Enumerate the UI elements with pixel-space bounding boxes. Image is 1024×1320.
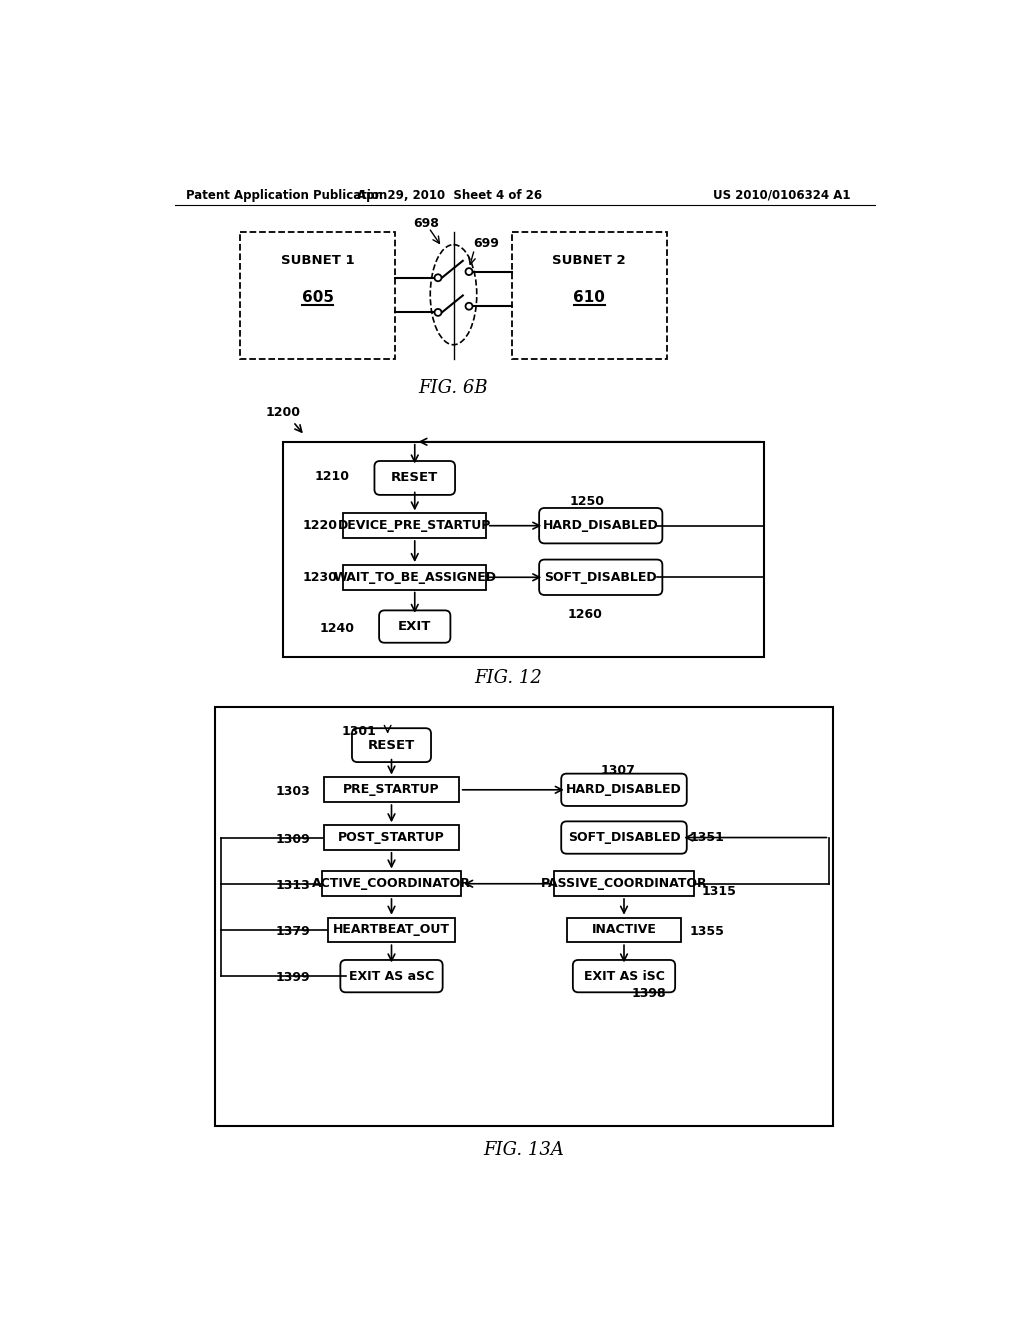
Text: FIG. 6B: FIG. 6B <box>419 379 488 397</box>
FancyBboxPatch shape <box>352 729 431 762</box>
Text: 610: 610 <box>573 289 605 305</box>
Text: DEVICE_PRE_STARTUP: DEVICE_PRE_STARTUP <box>338 519 492 532</box>
Text: 1313: 1313 <box>275 879 310 892</box>
Bar <box>566 917 681 942</box>
Ellipse shape <box>430 244 477 345</box>
Text: 1379: 1379 <box>275 925 310 939</box>
Text: US 2010/0106324 A1: US 2010/0106324 A1 <box>713 189 851 202</box>
FancyBboxPatch shape <box>540 508 663 544</box>
Circle shape <box>466 302 472 310</box>
Text: FIG. 13A: FIG. 13A <box>483 1142 564 1159</box>
Text: 1250: 1250 <box>569 495 605 508</box>
Text: 1220: 1220 <box>302 519 337 532</box>
Bar <box>322 871 461 896</box>
Text: 1210: 1210 <box>314 470 349 483</box>
FancyBboxPatch shape <box>340 960 442 993</box>
Text: FIG. 12: FIG. 12 <box>474 669 542 688</box>
Text: SOFT_DISABLED: SOFT_DISABLED <box>567 832 680 843</box>
FancyBboxPatch shape <box>572 960 675 993</box>
Bar <box>512 231 667 359</box>
Text: 1200: 1200 <box>266 407 301 418</box>
Text: ACTIVE_COORDINATOR: ACTIVE_COORDINATOR <box>312 878 471 890</box>
Bar <box>324 825 460 850</box>
Text: POST_STARTUP: POST_STARTUP <box>338 832 444 843</box>
Text: EXIT AS aSC: EXIT AS aSC <box>349 970 434 982</box>
Text: 1351: 1351 <box>690 832 725 843</box>
Bar <box>215 706 834 1126</box>
Text: EXIT: EXIT <box>398 620 431 634</box>
Text: 1301: 1301 <box>341 725 376 738</box>
Text: 698: 698 <box>414 216 439 230</box>
Bar <box>283 442 764 657</box>
Text: HARD_DISABLED: HARD_DISABLED <box>543 519 658 532</box>
Text: RESET: RESET <box>368 739 415 751</box>
Bar <box>324 777 460 803</box>
FancyBboxPatch shape <box>561 774 687 807</box>
FancyBboxPatch shape <box>375 461 455 495</box>
Text: 605: 605 <box>302 289 334 305</box>
Text: SUBNET 2: SUBNET 2 <box>552 255 626 268</box>
Text: 1240: 1240 <box>319 622 354 635</box>
Text: Patent Application Publication: Patent Application Publication <box>186 189 387 202</box>
Text: HEARTBEAT_OUT: HEARTBEAT_OUT <box>333 924 450 936</box>
Text: 1307: 1307 <box>601 764 636 777</box>
FancyBboxPatch shape <box>540 560 663 595</box>
Text: PRE_STARTUP: PRE_STARTUP <box>343 783 440 796</box>
Text: 1399: 1399 <box>275 972 310 985</box>
Text: WAIT_TO_BE_ASSIGNED: WAIT_TO_BE_ASSIGNED <box>333 570 497 583</box>
Circle shape <box>434 309 441 315</box>
Bar <box>328 917 456 942</box>
FancyBboxPatch shape <box>561 821 687 854</box>
FancyBboxPatch shape <box>379 610 451 643</box>
Text: HARD_DISABLED: HARD_DISABLED <box>566 783 682 796</box>
Text: 1309: 1309 <box>275 833 310 846</box>
Text: RESET: RESET <box>391 471 438 484</box>
Circle shape <box>434 275 441 281</box>
Text: 1315: 1315 <box>701 884 736 898</box>
Bar <box>343 513 486 539</box>
Text: 1355: 1355 <box>690 925 725 939</box>
Bar <box>241 231 395 359</box>
Text: INACTIVE: INACTIVE <box>592 924 656 936</box>
Bar <box>554 871 693 896</box>
Text: EXIT AS iSC: EXIT AS iSC <box>584 970 665 982</box>
Text: 1260: 1260 <box>568 607 603 620</box>
Circle shape <box>466 268 472 275</box>
Text: 699: 699 <box>473 236 499 249</box>
Text: 1398: 1398 <box>632 986 667 999</box>
Text: 1230: 1230 <box>302 570 337 583</box>
Text: Apr. 29, 2010  Sheet 4 of 26: Apr. 29, 2010 Sheet 4 of 26 <box>357 189 542 202</box>
Text: SUBNET 1: SUBNET 1 <box>281 255 354 268</box>
Bar <box>343 565 486 590</box>
Text: SOFT_DISABLED: SOFT_DISABLED <box>545 570 657 583</box>
Text: 1303: 1303 <box>275 785 310 797</box>
Text: PASSIVE_COORDINATOR: PASSIVE_COORDINATOR <box>541 878 708 890</box>
